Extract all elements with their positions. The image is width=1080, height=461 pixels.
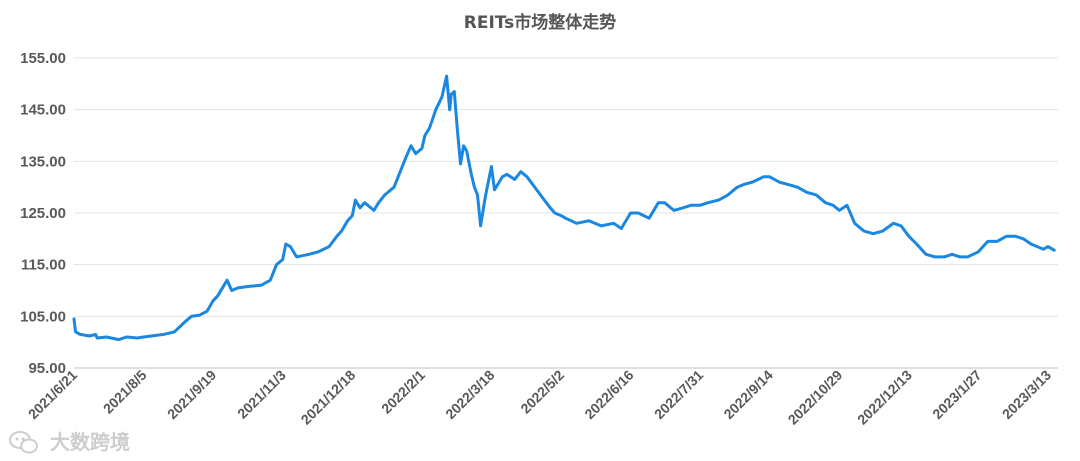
- y-tick-label: 135.00: [20, 153, 66, 170]
- x-tick-label: 2022/12/13: [854, 367, 915, 428]
- series-line: [72, 74, 1056, 342]
- x-tick-label: 2021/9/19: [164, 367, 220, 423]
- x-tick-label: 2023/1/27: [929, 367, 985, 423]
- y-tick-label: 95.00: [28, 360, 66, 377]
- x-tick-label: 2021/8/5: [100, 367, 150, 417]
- watermark-text: 大数跨境: [50, 430, 130, 454]
- x-tick-label: 2022/5/2: [517, 367, 567, 417]
- x-tick-label: 2022/9/14: [720, 367, 776, 423]
- x-axis-ticks: 2021/6/21 2021/8/5 2021/9/19 2021/11/3 2021/…: [25, 367, 1055, 428]
- y-axis-ticks: 155.00 145.00 135.00 125.00 115.00 105.00 95.0…: [20, 50, 66, 377]
- y-tick-label: 155.00: [20, 50, 66, 67]
- x-tick-label: 2021/12/18: [298, 367, 359, 428]
- gridlines: [74, 57, 1058, 369]
- watermark: 大数跨境: [9, 430, 130, 454]
- y-tick-label: 105.00: [20, 308, 66, 325]
- x-tick-label: 2022/3/18: [442, 367, 498, 423]
- x-tick-label: 2022/2/1: [378, 367, 428, 417]
- y-tick-label: 115.00: [21, 257, 66, 274]
- x-tick-label: 2023/3/13: [999, 367, 1055, 423]
- wechat-logo-icon: [9, 431, 38, 454]
- x-tick-label: 2021/11/3: [234, 367, 289, 422]
- y-tick-label: 125.00: [20, 205, 66, 222]
- x-tick-label: 2022/10/29: [785, 367, 846, 428]
- x-tick-label: 2022/7/31: [651, 367, 707, 423]
- y-tick-label: 145.00: [20, 102, 66, 119]
- series-group: [72, 74, 1056, 342]
- x-tick-label: 2022/6/16: [581, 367, 637, 423]
- chart-title: REITs市场整体走势: [464, 12, 617, 33]
